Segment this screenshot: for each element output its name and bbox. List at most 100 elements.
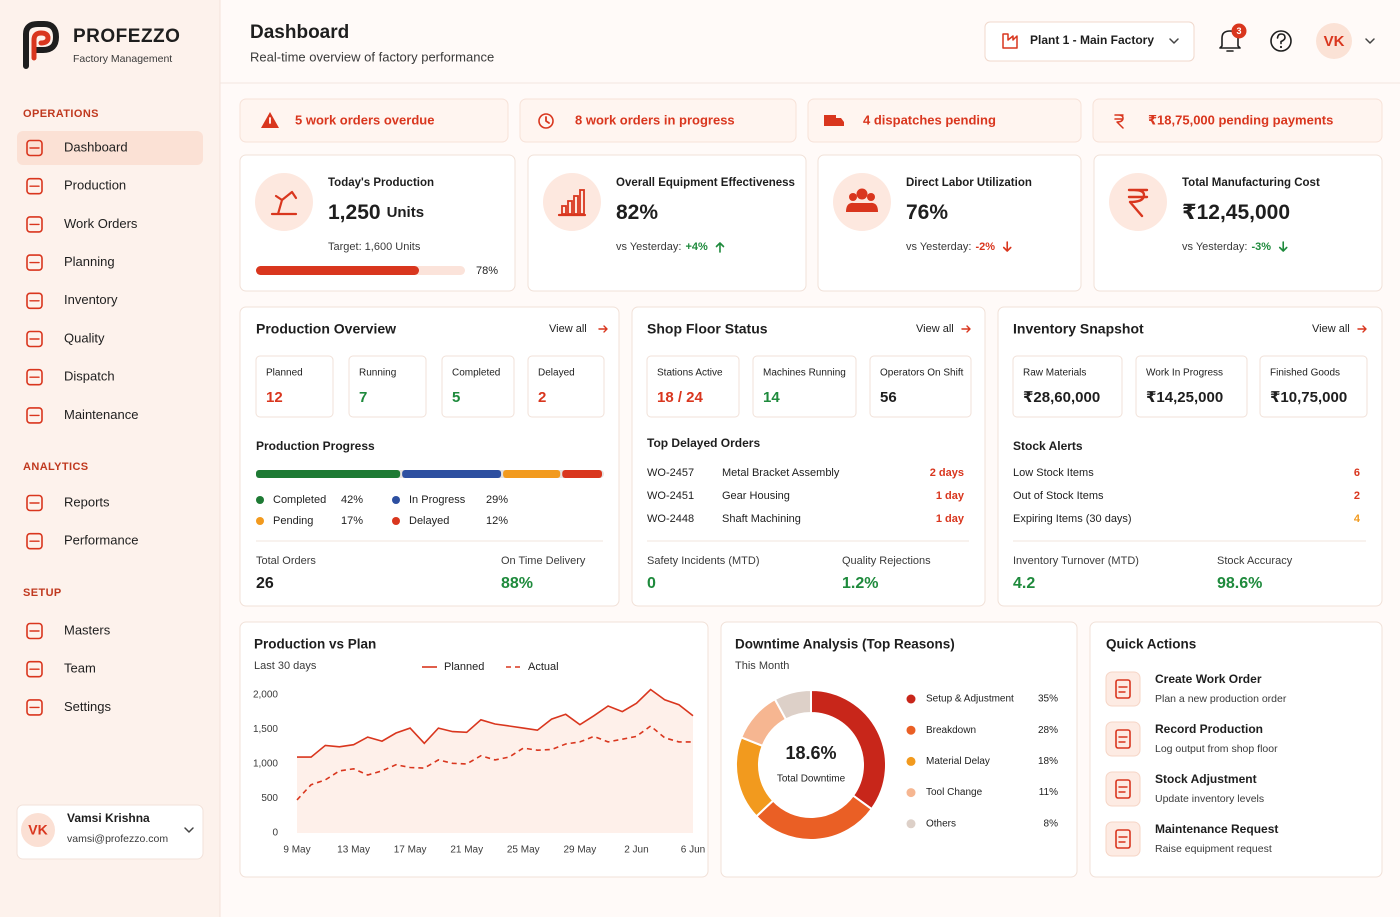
footer-value: 26 — [256, 575, 274, 592]
progress-segment — [562, 470, 602, 478]
nav-item[interactable]: Masters — [64, 622, 111, 637]
stat-value: ₹28,60,000 — [1023, 389, 1100, 406]
help-icon-dot — [1279, 45, 1283, 49]
legend-dot — [906, 788, 916, 798]
stat-box — [1135, 355, 1248, 418]
action-icon-box[interactable] — [1105, 771, 1141, 807]
action-title[interactable]: Create Work Order — [1155, 672, 1262, 686]
legend-dot — [392, 517, 400, 525]
order-name: Shaft Machining — [722, 513, 801, 525]
legend-value: 29% — [486, 494, 508, 506]
footer-value: 0 — [647, 575, 656, 592]
legend-label: Actual — [528, 661, 559, 673]
stat-box — [1259, 355, 1368, 418]
action-icon-box[interactable] — [1105, 821, 1141, 857]
legend-label: Delayed — [409, 515, 449, 527]
action-title[interactable]: Record Production — [1155, 722, 1263, 736]
nav-item[interactable]: Planning — [64, 254, 115, 269]
x-tick-label: 25 May — [507, 845, 540, 856]
legend-value: 18% — [1038, 756, 1058, 767]
kpi-note: Target: 1,600 Units — [328, 241, 421, 253]
notification-badge — [1231, 23, 1247, 39]
nav-item[interactable]: Dispatch — [64, 369, 115, 384]
alert-text: 8 work orders in progress — [575, 112, 735, 127]
plant-selector[interactable] — [984, 21, 1195, 62]
nav-item[interactable]: Maintenance — [64, 407, 138, 422]
action-description: Update inventory levels — [1155, 793, 1264, 805]
nav-item[interactable]: Dashboard — [64, 139, 128, 154]
nav-item[interactable]: Performance — [64, 533, 138, 548]
chart-icon-bar — [567, 200, 573, 215]
user-initials: VK — [28, 822, 47, 838]
action-icon — [1118, 836, 1128, 843]
nav-item[interactable]: Settings — [64, 699, 111, 714]
brand-tagline: Factory Management — [73, 53, 172, 65]
help-icon — [1276, 33, 1286, 45]
footer-label: Quality Rejections — [842, 555, 931, 567]
action-description: Raise equipment request — [1155, 843, 1272, 855]
help-icon[interactable] — [1270, 30, 1292, 52]
progress-segment — [503, 470, 561, 478]
stat-box — [441, 355, 515, 418]
view-all-link[interactable]: View all — [916, 323, 954, 335]
kpi-value: 76% — [906, 201, 948, 224]
order-id: WO-2457 — [647, 467, 694, 479]
stat-value: 12 — [266, 389, 283, 406]
truck-icon — [824, 115, 844, 126]
rupee-icon — [1114, 114, 1124, 129]
kpi-value: 1,250 Units — [328, 201, 424, 224]
stat-value: 18 / 24 — [657, 389, 704, 406]
alert-card[interactable] — [239, 98, 509, 143]
stock-alert-value: 6 — [1354, 467, 1360, 479]
stat-box — [752, 355, 857, 418]
kpi-note: vs Yesterday: -2% — [906, 241, 995, 253]
stat-label: Planned — [266, 368, 303, 379]
legend-label: Breakdown — [926, 725, 976, 736]
alert-card[interactable] — [807, 98, 1082, 143]
nav-item[interactable]: Quality — [64, 330, 105, 345]
arrow-icon — [1357, 325, 1367, 333]
legend-dot — [392, 496, 400, 504]
kpi-change: -3% — [1251, 241, 1271, 253]
order-delay: 1 day — [936, 490, 965, 502]
nav-item[interactable]: Work Orders — [64, 216, 138, 231]
header-avatar[interactable] — [1316, 23, 1352, 59]
alert-card[interactable] — [519, 98, 797, 143]
nav-item[interactable]: Production — [64, 178, 126, 193]
nav-item[interactable]: Inventory — [64, 292, 118, 307]
legend-value: 17% — [341, 515, 363, 527]
nav-item[interactable]: Team — [64, 661, 96, 676]
kpi-value: 82% — [616, 201, 658, 224]
legend-value: 28% — [1038, 725, 1058, 736]
kpi-title: Overall Equipment Effectiveness — [616, 177, 795, 189]
y-tick-label: 1,000 — [253, 759, 278, 770]
alert-card[interactable] — [1092, 98, 1383, 143]
action-icon-box[interactable] — [1105, 671, 1141, 707]
nav-section-title: ANALYTICS — [23, 461, 89, 473]
order-id: WO-2448 — [647, 513, 694, 525]
chart-icon-bar — [561, 205, 567, 215]
donut-center-value: 18.6% — [785, 743, 836, 763]
nav-icon — [26, 532, 43, 550]
nav-item[interactable]: Reports — [64, 494, 110, 509]
x-tick-label: 17 May — [394, 845, 427, 856]
people-icon — [846, 202, 878, 212]
stat-label: Stations Active — [657, 368, 723, 379]
action-icon-box[interactable] — [1105, 721, 1141, 757]
action-title[interactable]: Maintenance Request — [1155, 822, 1278, 836]
stock-alert-label: Out of Stock Items — [1013, 490, 1104, 502]
view-all-link[interactable]: View all — [1312, 323, 1350, 335]
card — [720, 621, 1078, 878]
kpi-value-number: 76% — [906, 201, 948, 224]
nav-icon — [26, 494, 43, 512]
stat-box — [1012, 355, 1123, 418]
stat-label: Running — [359, 368, 396, 379]
view-all-link[interactable]: View all — [549, 323, 587, 335]
panel-title: Inventory Snapshot — [1013, 321, 1144, 337]
stat-box — [527, 355, 605, 418]
kpi-change: -2% — [975, 241, 995, 253]
action-title[interactable]: Stock Adjustment — [1155, 772, 1257, 786]
order-name: Gear Housing — [722, 490, 790, 502]
kpi-value-number: 82% — [616, 201, 658, 224]
alert-text: 4 dispatches pending — [863, 112, 996, 127]
